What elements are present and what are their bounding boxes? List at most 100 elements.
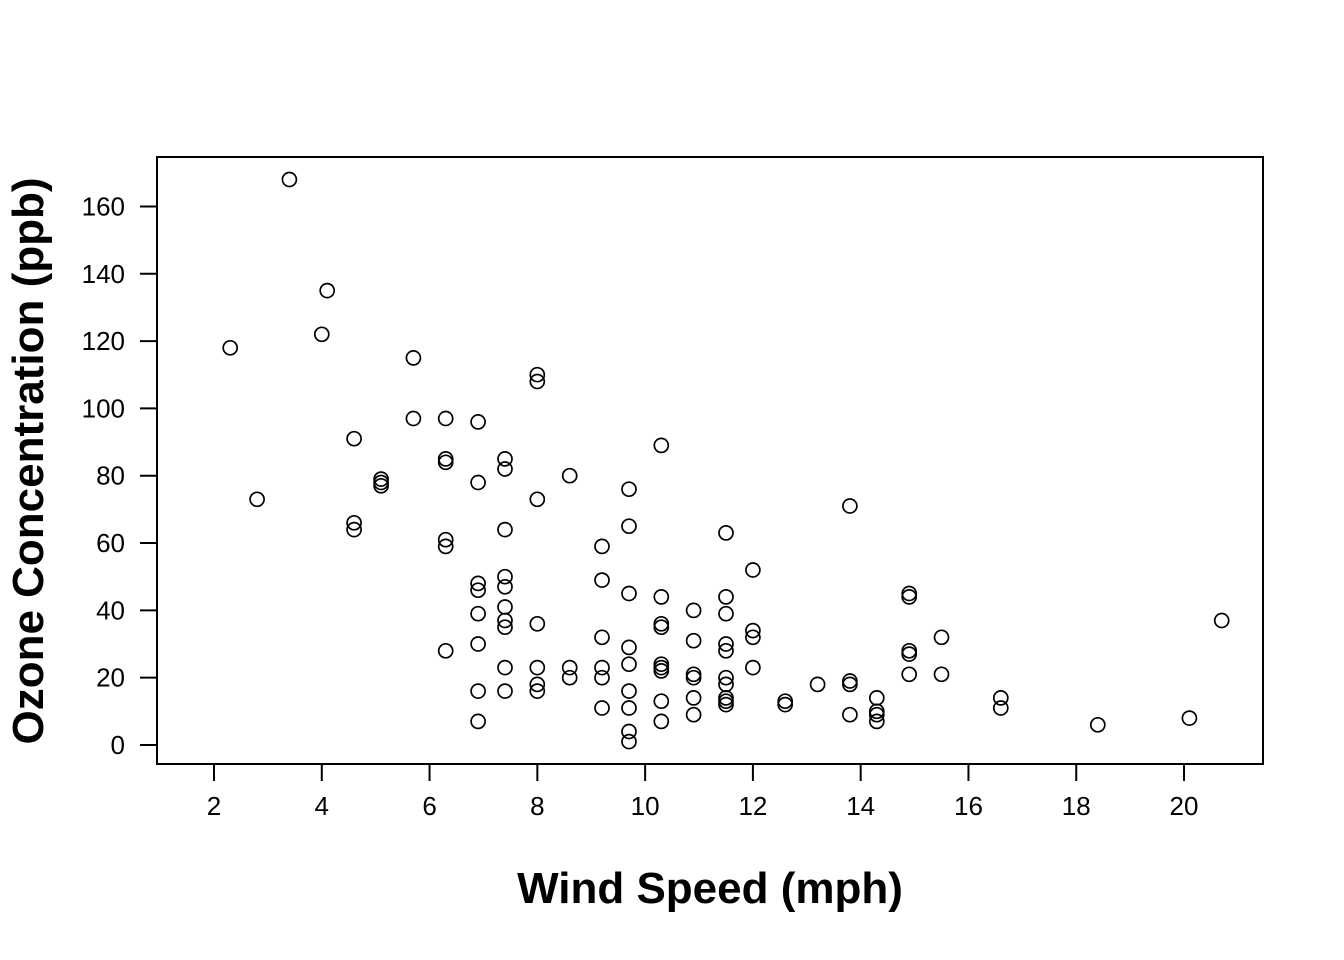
data-point [901,589,918,605]
data-point [621,585,637,602]
data-point [497,683,513,699]
data-point [529,491,546,508]
data-point [653,619,670,636]
data-point [653,589,670,605]
data-point [685,602,702,619]
data-point [718,589,734,605]
data-point [249,491,265,508]
data-point [868,713,885,730]
data-point [809,676,826,693]
x-axis: 2 4 6 8 10 12 14 16 18 20 [207,763,1198,821]
data-point [594,669,610,686]
data-point [222,339,239,356]
data-point [437,531,454,548]
data-point [901,642,918,659]
data-point [621,656,637,673]
data-point [777,693,794,710]
data-point [777,696,794,713]
data-point [470,474,486,491]
data-point [373,474,389,491]
x-axis-title: Wind Speed (mph) [517,864,903,913]
x-tick-label: 14 [846,791,875,821]
data-point [621,733,637,750]
data-point [718,525,734,541]
data-point [868,706,885,723]
data-point [529,373,546,390]
data-point [594,629,610,646]
data-point [529,659,546,676]
data-point [319,282,336,299]
data-point [842,706,858,723]
x-tick-label: 4 [315,791,329,821]
data-point [745,629,761,646]
data-point [901,666,918,683]
x-tick-label: 16 [954,791,983,821]
data-points [222,171,1230,750]
data-point [621,683,637,699]
y-tick-label: 140 [82,259,125,289]
data-point [497,568,513,585]
data-point [497,451,513,467]
data-point [718,696,734,713]
data-point [346,430,362,447]
data-point [621,639,637,656]
data-point [1213,612,1230,629]
y-tick-label: 160 [82,191,125,221]
data-point [437,451,454,467]
data-point [497,659,513,676]
data-point [470,605,486,622]
data-point [901,585,918,602]
y-axis-title: Ozone Concentration (ppb) [4,177,53,744]
data-point [437,642,454,659]
data-point [281,171,298,188]
data-point [718,693,734,710]
data-point [685,690,702,706]
x-tick-label: 18 [1062,791,1091,821]
data-point [437,538,454,555]
data-point [470,636,486,652]
y-tick-label: 20 [96,663,125,693]
x-tick-label: 10 [631,791,660,821]
data-point [470,683,486,699]
y-tick-label: 40 [96,595,125,625]
data-point [497,612,513,629]
data-point [621,700,637,716]
data-point [653,713,670,730]
y-tick-label: 100 [82,393,125,423]
data-point [470,582,486,599]
data-point [594,572,610,588]
data-point [933,666,950,683]
data-point [685,706,702,723]
y-tick-label: 0 [111,730,125,760]
data-point [346,514,362,531]
data-point [470,713,486,730]
data-point [685,666,702,683]
data-point [470,575,486,592]
data-point [992,690,1009,706]
data-point [594,700,610,716]
x-tick-label: 8 [530,791,544,821]
data-point [437,410,454,427]
data-point [718,636,734,652]
data-point [868,690,885,706]
x-tick-label: 6 [422,791,436,821]
data-point [1181,710,1198,726]
data-point [529,366,546,383]
data-point [653,437,670,454]
data-point [437,454,454,471]
data-point [621,518,637,535]
data-point [497,599,513,615]
data-point [842,676,858,693]
data-point [718,605,734,622]
data-point [653,659,670,676]
data-point [685,669,702,686]
data-point [653,663,670,679]
data-point [561,659,578,676]
data-point [842,498,858,514]
data-point [529,683,546,699]
y-tick-label: 120 [82,326,125,356]
data-point [529,615,546,632]
data-point [313,326,330,343]
plot-frame [156,156,1264,765]
